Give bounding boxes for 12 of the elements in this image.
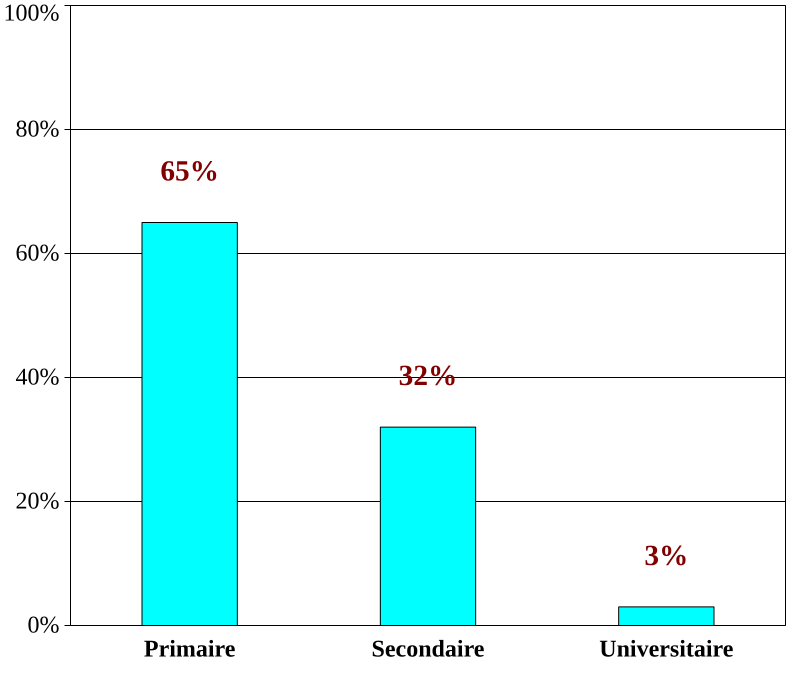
- y-tick-label: 80%: [16, 116, 60, 142]
- bar: [618, 606, 714, 626]
- y-tick-label: 0%: [28, 612, 60, 638]
- y-tick-label: 20%: [16, 488, 60, 514]
- y-tick-label: 100%: [4, 0, 60, 26]
- data-label: 3%: [644, 540, 688, 572]
- x-tick-label: Primaire: [144, 636, 236, 662]
- x-tick-label: Secondaire: [372, 636, 485, 662]
- x-tick-label: Universitaire: [599, 636, 734, 662]
- y-tick-label: 40%: [16, 364, 60, 390]
- data-label: 65%: [160, 156, 219, 188]
- y-tick-label: 60%: [16, 240, 60, 266]
